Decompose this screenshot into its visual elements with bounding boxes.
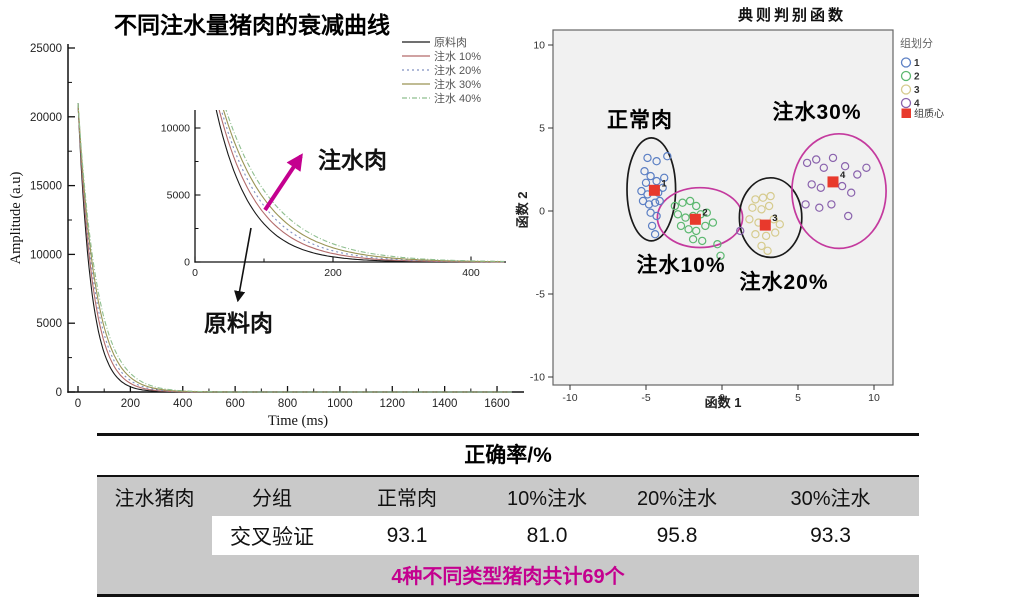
svg-text:200: 200 [121,398,140,410]
svg-text:注水 30%: 注水 30% [434,77,481,91]
svg-text:注水 20%: 注水 20% [434,63,481,77]
cluster-label-injected-20: 注水20% [739,271,829,294]
svg-text:组质心: 组质心 [914,107,944,120]
scatter-cluster-ellipses [626,132,887,259]
svg-text:10000: 10000 [161,123,190,135]
svg-text:10000: 10000 [30,249,62,261]
svg-text:-5: -5 [641,392,650,404]
cluster-label-injected-10: 注水10% [636,254,726,277]
decay-inset-curves [215,110,505,263]
svg-text:1: 1 [914,58,920,69]
injected-meat-annotation: 注水肉 [318,147,387,173]
table-cell-method: 交叉验证 [212,516,332,555]
table-footer-note: 4种不同类型猪肉共计69个 [97,555,919,597]
svg-text:200: 200 [324,267,342,279]
table-title: 正确率/% [464,443,552,467]
table-cell-value: 93.3 [742,516,919,555]
svg-text:组划分: 组划分 [900,36,933,50]
svg-text:0: 0 [719,392,725,404]
table-cell-value: 93.1 [332,516,482,555]
svg-text:注水 40%: 注水 40% [434,91,481,105]
svg-text:800: 800 [278,398,297,410]
svg-text:400: 400 [173,398,192,410]
svg-text:0: 0 [184,257,190,269]
decay-title: 不同注水量猪肉的衰减曲线 [114,12,390,38]
svg-text:400: 400 [462,267,480,279]
svg-text:0: 0 [192,267,198,279]
cluster-label-normal-meat: 正常肉 [607,109,673,132]
svg-text:20000: 20000 [30,112,62,124]
svg-text:600: 600 [226,398,245,410]
svg-text:10: 10 [533,40,545,52]
table-cell-value: 81.0 [482,516,612,555]
accuracy-table: 正确率/% 注水猪肉 分组 正常肉 10%注水 20%注水 30%注水 交叉验证… [97,433,919,597]
scatter-x-axis-label: 函数 1 [705,395,742,410]
svg-text:1000: 1000 [327,398,353,410]
svg-text:3: 3 [914,85,920,96]
svg-text:4: 4 [914,99,920,110]
svg-text:2: 2 [914,72,920,83]
svg-text:4: 4 [840,170,846,181]
cluster-label-injected-30: 注水30% [772,101,862,124]
svg-text:1600: 1600 [484,398,510,410]
table-mid-rule [97,474,919,477]
svg-text:15000: 15000 [30,181,62,193]
svg-text:0: 0 [56,387,62,399]
decay-x-axis-label: Time (ms) [268,413,328,429]
decay-y-axis-label: Amplitude (a.u) [8,172,24,265]
table-cell-value: 95.8 [612,516,742,555]
decay-curves [77,102,512,393]
svg-text:3: 3 [772,213,777,224]
raw-meat-arrow [234,227,252,303]
table-grid: 注水猪肉 分组 正常肉 10%注水 20%注水 30%注水 交叉验证 93.1 … [97,477,919,597]
svg-text:1: 1 [661,178,667,189]
svg-text:2: 2 [702,207,707,218]
table-header-cell: 注水猪肉 [97,477,212,516]
svg-text:10: 10 [868,392,880,404]
scatter-centroids: 1 2 3 4 [648,170,846,231]
table-header-cell: 10%注水 [482,477,612,516]
table-top-rule [97,433,919,436]
injected-meat-arrow [263,153,303,212]
table-header-cell: 20%注水 [612,477,742,516]
table-header-cell: 分组 [212,477,332,516]
svg-text:-10: -10 [562,392,577,404]
table-header-cell: 30%注水 [742,477,919,516]
table-header-cell: 正常肉 [332,477,482,516]
table-row-stub [97,516,212,555]
scatter-title: 典则判别函数 [738,6,846,24]
svg-text:-5: -5 [536,289,545,301]
raw-meat-annotation: 原料肉 [204,310,273,336]
svg-text:0: 0 [539,206,545,218]
scatter-frame: -10 -5 0 5 10 10 5 0 -5 -10 [530,29,894,404]
svg-text:注水 10%: 注水 10% [434,49,481,63]
svg-text:5: 5 [795,392,801,404]
svg-text:5: 5 [539,123,545,135]
svg-text:-10: -10 [530,372,545,384]
svg-text:5000: 5000 [167,190,191,202]
scatter-y-axis-label: 函数 2 [515,192,530,229]
svg-text:原料肉: 原料肉 [434,35,467,49]
svg-text:0: 0 [75,398,81,410]
svg-text:5000: 5000 [36,318,62,330]
svg-text:1200: 1200 [379,398,405,410]
svg-text:25000: 25000 [30,43,62,55]
svg-text:1400: 1400 [432,398,458,410]
